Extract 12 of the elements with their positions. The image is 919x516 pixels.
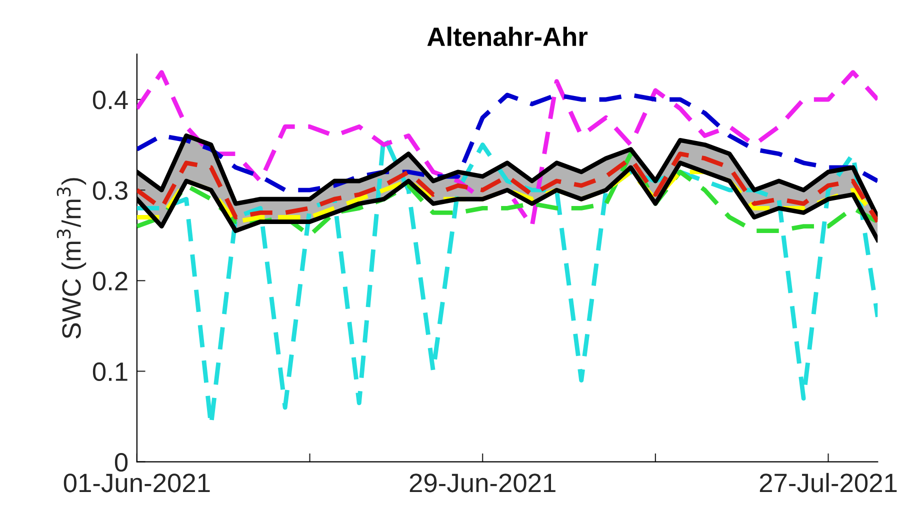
y-tick-label: 0.3 — [92, 181, 128, 200]
y-tick-label: 0.1 — [92, 362, 128, 382]
y-tick-label: 0.2 — [92, 272, 128, 290]
x-tick-label: 29-Jun-2021 — [410, 474, 556, 492]
x-tick-label: 01-Jun-2021 — [64, 474, 210, 492]
y-tick-label: 0.4 — [92, 90, 128, 110]
x-tick-label: 27-Jul-2021 — [760, 472, 897, 492]
y-axis-title: SWC (m$^{3}$/m$^{3}$) — [56, 178, 86, 338]
line-series — [136, 152, 878, 224]
y-tick-label: 0 — [114, 452, 128, 472]
chart-title: Altenahr-Ahr — [427, 26, 588, 46]
line-series — [136, 92, 878, 192]
